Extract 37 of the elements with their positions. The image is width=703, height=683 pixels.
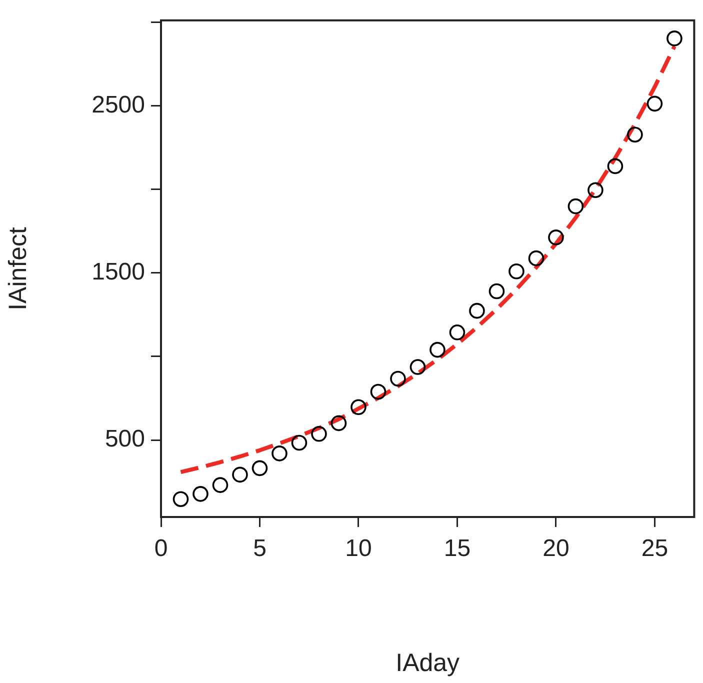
point xyxy=(370,384,386,400)
point xyxy=(330,415,347,432)
x-tick-label: 0 xyxy=(154,535,168,562)
x-tick-label: 5 xyxy=(253,535,266,562)
point xyxy=(627,126,643,142)
point xyxy=(172,491,189,508)
point xyxy=(291,434,308,451)
y-tick-label: 1500 xyxy=(92,258,145,286)
y-tick-label: 500 xyxy=(104,426,145,453)
x-tick-label: 20 xyxy=(542,535,570,562)
point xyxy=(548,230,564,246)
point xyxy=(252,460,268,476)
point xyxy=(607,158,624,174)
point xyxy=(449,324,466,340)
point xyxy=(410,359,426,375)
point xyxy=(272,446,288,462)
x-tick-label: 15 xyxy=(444,535,471,562)
x-tick-label: 10 xyxy=(345,535,372,562)
point xyxy=(232,466,248,483)
point xyxy=(469,302,485,319)
point xyxy=(646,96,663,112)
point xyxy=(588,182,604,198)
point xyxy=(311,426,327,442)
point xyxy=(192,486,208,502)
point xyxy=(212,477,228,493)
point xyxy=(508,263,524,280)
y-tick-label: 2500 xyxy=(92,91,145,118)
y-axis-title: IAinfect xyxy=(4,226,32,310)
point xyxy=(666,30,682,46)
point xyxy=(568,198,584,214)
x-tick-label: 25 xyxy=(641,535,668,562)
point xyxy=(430,342,446,358)
point xyxy=(350,399,366,416)
x-axis-title: IAday xyxy=(396,648,460,677)
point xyxy=(390,370,406,387)
point xyxy=(528,250,544,266)
point xyxy=(488,283,505,300)
